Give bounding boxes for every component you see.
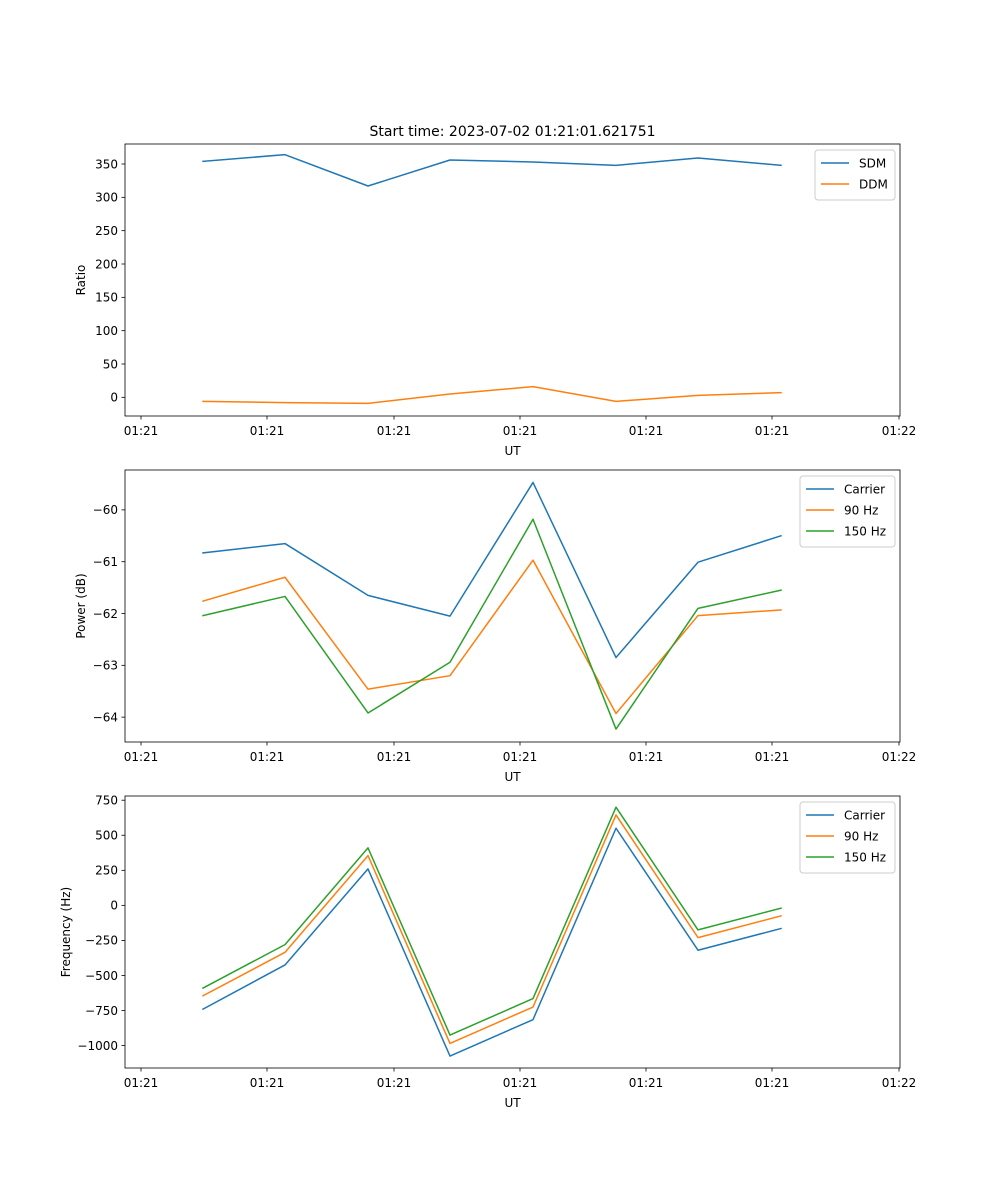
y-tick-label: −750: [85, 1004, 118, 1018]
x-tick-label: 01:22: [882, 750, 917, 764]
x-tick-label: 01:21: [250, 424, 285, 438]
x-axis-label: UT: [504, 770, 521, 784]
y-axis-label: Frequency (Hz): [59, 887, 73, 978]
legend-entry-carrier: Carrier: [844, 808, 885, 822]
x-tick-label: 01:21: [124, 424, 159, 438]
y-tick-label: −1000: [77, 1039, 118, 1053]
y-tick-label: −250: [85, 934, 118, 948]
series-group: [202, 153, 782, 405]
x-tick-label: 01:21: [503, 1076, 538, 1090]
y-tick-label: 350: [95, 157, 118, 171]
x-tick-label: 01:21: [503, 750, 538, 764]
x-tick-label: 01:21: [629, 1076, 664, 1090]
y-tick-label: 100: [95, 324, 118, 338]
axes-frame: [124, 795, 901, 1069]
x-tick-label: 01:21: [124, 750, 159, 764]
axes-frame: [124, 143, 901, 417]
x-tick-label: 01:21: [755, 1076, 790, 1090]
series-line-90-hz: [201, 814, 782, 1045]
y-tick-label: 150: [95, 291, 118, 305]
y-tick-label: −63: [93, 659, 118, 673]
legend-entry-carrier: Carrier: [844, 482, 885, 496]
series-line-carrier: [202, 481, 782, 659]
x-axis-label: UT: [504, 444, 521, 458]
x-tick-label: 01:21: [755, 750, 790, 764]
series-group: [202, 481, 782, 730]
legend: Carrier 90 Hz 150 Hz: [799, 801, 896, 874]
chart-panel-3: 01:21 01:21 01:21 01:21 01:21 01:21 01:22 UT −10…: [59, 794, 916, 1110]
legend-box: [799, 801, 896, 874]
axes-frame: [124, 469, 901, 743]
y-tick-label: 0: [110, 899, 118, 913]
x-tick-label: 01:21: [377, 750, 412, 764]
y-tick-label: −61: [93, 555, 118, 569]
x-tick-label: 01:21: [755, 424, 790, 438]
y-tick-label: 0: [110, 391, 118, 405]
x-axis-label: UT: [504, 1096, 521, 1110]
legend-entry-90-hz: 90 Hz: [844, 503, 878, 517]
x-tick-label: 01:22: [882, 1076, 917, 1090]
x-tick-label: 01:21: [377, 1076, 412, 1090]
y-tick-label: 50: [103, 357, 118, 371]
y-axis-label: Power (dB): [74, 573, 88, 638]
y-tick-label: −500: [85, 969, 118, 983]
x-tick-label: 01:21: [250, 1076, 285, 1090]
x-tick-label: 01:21: [629, 750, 664, 764]
legend: SDM DDM: [814, 149, 896, 201]
figure-title: Start time: 2023-07-02 01:21:01.621751: [369, 124, 655, 140]
y-tick-label: −64: [93, 710, 118, 724]
x-tick-label: 01:21: [124, 1076, 159, 1090]
x-tick-label: 01:21: [629, 424, 664, 438]
y-tick-label: −62: [93, 607, 118, 621]
y-tick-label: 300: [95, 191, 118, 205]
y-tick-label: 250: [95, 864, 118, 878]
series-group: [201, 806, 782, 1057]
y-tick-label: −60: [93, 503, 118, 517]
y-axis-label: Ratio: [74, 265, 88, 296]
legend-entry-150-hz: 150 Hz: [844, 850, 886, 864]
y-tick-label: 500: [95, 829, 118, 843]
x-tick-label: 01:21: [250, 750, 285, 764]
x-tick-label: 01:22: [882, 424, 917, 438]
legend-entry-sdm: SDM: [859, 156, 886, 170]
series-line-150-hz: [201, 806, 782, 1036]
chart-panel-1: 01:21 01:21 01:21 01:21 01:21 01:21 01:22 UT 0 50…: [74, 143, 917, 458]
legend-entry-150-hz: 150 Hz: [844, 524, 886, 538]
chart-panel-2: 01:21 01:21 01:21 01:21 01:21 01:21 01:22 UT −64…: [74, 469, 917, 784]
x-tick-label: 01:21: [503, 424, 538, 438]
series-line-150-hz: [202, 518, 782, 730]
y-tick-label: 250: [95, 224, 118, 238]
series-line-ddm: [202, 385, 782, 405]
y-tick-label: 200: [95, 257, 118, 271]
series-line-sdm: [202, 153, 782, 187]
legend-box: [799, 475, 896, 548]
legend-entry-ddm: DDM: [859, 177, 888, 191]
legend: Carrier 90 Hz 150 Hz: [799, 475, 896, 548]
y-tick-label: 750: [95, 794, 118, 808]
series-line-carrier: [201, 827, 782, 1057]
x-tick-label: 01:21: [377, 424, 412, 438]
legend-entry-90-hz: 90 Hz: [844, 829, 878, 843]
series-line-90-hz: [202, 559, 782, 715]
